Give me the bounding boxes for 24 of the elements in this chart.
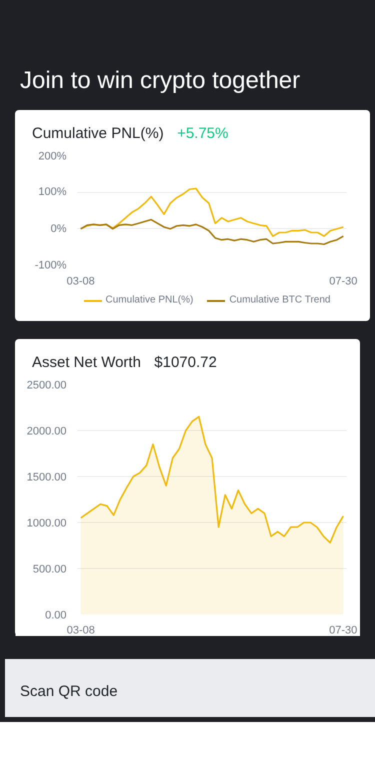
x-tick-label: 03-08 bbox=[66, 624, 95, 636]
text: Join to win crypto together bbox=[20, 66, 300, 96]
y-tick-label: 1500.00 bbox=[26, 472, 67, 484]
y-tick-label: 0% bbox=[50, 222, 67, 235]
y-tick-label: 1000.00 bbox=[26, 518, 67, 530]
y-tick-label: 2000.00 bbox=[26, 426, 67, 438]
chart-title: Cumulative PNL(%) bbox=[32, 125, 164, 142]
line-series bbox=[80, 218, 344, 246]
y-tick-label: 0.00 bbox=[45, 610, 67, 622]
x-tick-label: 03-08 bbox=[66, 276, 95, 288]
text: Scan QR code bbox=[20, 683, 118, 700]
x-tick-label: 07-30 bbox=[329, 624, 358, 636]
y-tick-label: 2500.00 bbox=[26, 380, 67, 392]
y-tick-label: 500.00 bbox=[32, 564, 67, 576]
y-tick-label: -100% bbox=[34, 260, 67, 272]
line-series bbox=[80, 188, 344, 237]
y-tick-label: 100% bbox=[38, 186, 67, 198]
chart-subtitle: $1070.72 bbox=[154, 354, 217, 371]
legend-label: Cumulative BTC Trend bbox=[229, 294, 330, 306]
legend-label: Cumulative PNL(%) bbox=[106, 294, 194, 306]
y-tick-label: 200% bbox=[38, 150, 67, 162]
chart-title: Asset Net Worth bbox=[32, 354, 141, 371]
chart-subtitle: +5.75% bbox=[177, 125, 228, 142]
x-tick-label: 07-30 bbox=[329, 276, 358, 288]
